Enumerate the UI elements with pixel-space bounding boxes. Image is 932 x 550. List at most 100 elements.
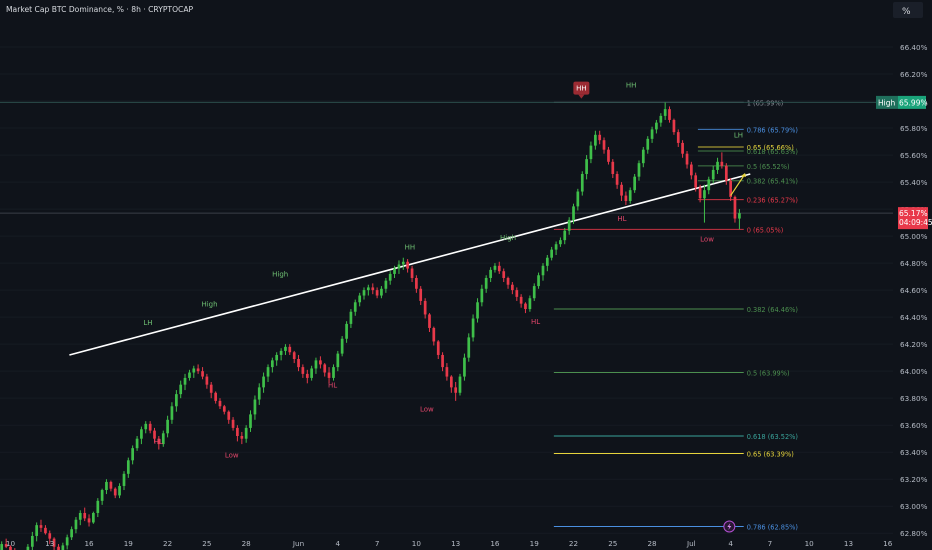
scale-mode-label: %	[902, 7, 911, 17]
candle	[659, 113, 663, 127]
candle-body	[502, 271, 506, 278]
candle-body	[83, 512, 87, 519]
candle-body	[358, 295, 362, 303]
candle	[240, 431, 244, 445]
time-tick-label: 19	[530, 539, 540, 548]
candle	[179, 380, 183, 399]
fib-level-label: 0.786 (65.79%)	[747, 126, 798, 134]
price-tick-label: 66.20%	[900, 70, 928, 79]
time-axis: 10 13 16 19 22 25 28 Jun 4 7 10 13 16 19 22 25 28 Jul 4 7 10…	[6, 539, 893, 548]
candle-body	[594, 134, 597, 146]
candle-body	[633, 176, 637, 191]
candle-body	[524, 303, 527, 310]
candle-body	[659, 115, 663, 123]
candle	[493, 263, 497, 273]
candle	[711, 165, 715, 184]
candle-body	[336, 353, 340, 368]
candle-body	[209, 384, 213, 393]
candle	[724, 163, 728, 185]
candle-body	[480, 288, 484, 303]
candle-body	[222, 406, 226, 412]
candles	[0, 102, 741, 550]
candle-body	[262, 376, 265, 388]
candle-body	[323, 364, 327, 373]
candle	[253, 395, 257, 420]
candle-body	[109, 481, 113, 489]
scale-mode-button[interactable]: %	[893, 2, 923, 18]
candle	[681, 140, 684, 158]
candle-body	[126, 460, 130, 474]
candle	[537, 272, 540, 289]
candle-body	[188, 372, 191, 378]
candle	[201, 367, 204, 380]
candle-body	[48, 533, 52, 539]
time-tick-label: Jun	[292, 539, 304, 548]
candle-body	[589, 145, 593, 160]
time-tick-label: 25	[608, 539, 617, 548]
candle	[83, 507, 87, 522]
candle	[161, 430, 165, 447]
candle-body	[602, 140, 606, 150]
candle-body	[30, 535, 34, 547]
candle	[336, 350, 340, 372]
candle-body	[572, 206, 575, 220]
candle-body	[528, 298, 532, 310]
candle	[0, 541, 4, 550]
candle-body	[179, 384, 183, 395]
fib-level-label: 0.786 (62.85%)	[747, 523, 798, 531]
candle	[26, 544, 30, 550]
price-tick-label: 65.80%	[900, 124, 928, 133]
candle-body	[393, 268, 396, 274]
candle	[362, 287, 366, 300]
candle-body	[78, 512, 82, 520]
candle-body	[445, 367, 449, 377]
price-tick-label: 63.00%	[900, 502, 928, 511]
candle	[175, 390, 178, 412]
candle	[126, 457, 130, 478]
candle	[332, 364, 335, 381]
candle	[441, 352, 444, 372]
swing-label: High	[500, 234, 516, 242]
candle-body	[157, 438, 161, 445]
candle	[249, 410, 252, 432]
candle-body	[231, 419, 235, 428]
time-tick-label: 13	[45, 539, 54, 548]
price-tick-label: 65.60%	[900, 151, 928, 160]
candle	[196, 364, 200, 374]
candle-body	[401, 261, 405, 265]
swing-label: HL	[154, 438, 163, 446]
time-tick-label: 28	[242, 539, 252, 548]
candle-body	[4, 544, 8, 547]
candle-body	[646, 138, 650, 150]
candle	[454, 381, 458, 401]
candle-body	[428, 314, 431, 328]
candle-body	[196, 368, 200, 372]
candle-body	[353, 302, 357, 312]
swing-label: Low	[420, 406, 434, 414]
time-tick-label: 22	[569, 539, 578, 548]
candle-body	[332, 367, 335, 378]
candle	[305, 369, 309, 384]
candle	[589, 141, 593, 164]
candle	[380, 286, 383, 299]
candle	[209, 381, 213, 399]
candle	[297, 354, 300, 372]
candle	[620, 182, 623, 201]
candle-body	[515, 290, 519, 297]
time-tick-label: 13	[844, 539, 853, 548]
price-tick-label: 63.40%	[900, 448, 928, 457]
time-tick-label: 25	[202, 539, 211, 548]
candle	[57, 544, 60, 550]
candle-body	[175, 394, 178, 407]
candle-body	[563, 230, 567, 241]
candle	[668, 106, 671, 123]
candle	[52, 537, 56, 550]
candle	[471, 314, 475, 342]
candle	[122, 471, 126, 491]
fib-level-label: 0.65 (63.39%)	[747, 451, 794, 459]
candle-body	[454, 387, 458, 393]
candle	[113, 487, 117, 499]
candle-body	[305, 373, 309, 378]
